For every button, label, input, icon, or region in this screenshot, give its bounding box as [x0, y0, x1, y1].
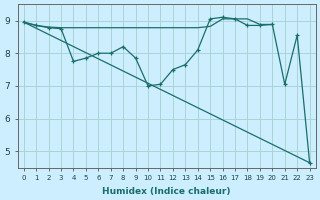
X-axis label: Humidex (Indice chaleur): Humidex (Indice chaleur) — [102, 187, 231, 196]
